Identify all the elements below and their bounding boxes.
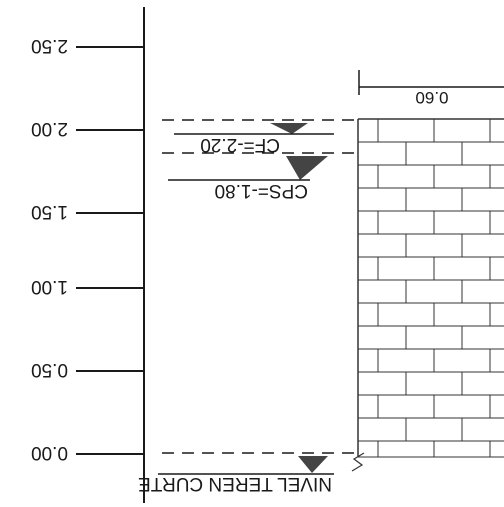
brick-wall [351,118,504,472]
scale-label-2: 1.00 [31,276,68,297]
nivel-teren-label: NIVEL TEREN CURTE [138,473,332,494]
marker-nivel-teren: NIVEL TEREN CURTE [138,456,334,494]
scale-label-3: 1.50 [31,201,68,222]
nivel-teren-triangle-icon [298,456,328,473]
wall-width-dimension: 0.60 [358,70,504,107]
cps-triangle-icon [286,156,328,180]
marker-cps: CPS=-1.80 [168,156,328,201]
level-lines [154,119,354,454]
cps-label: CPS=-1.80 [215,180,308,201]
wall-break-icon [351,452,365,472]
scale-label-1: 0.50 [31,359,68,380]
wall-width-label: 0.60 [415,88,448,107]
marker-cf: CF=-2.20 [174,123,334,155]
cf-triangle-icon [270,123,308,134]
scale-label-5: 2.50 [31,35,68,56]
scale-label-4: 2.00 [31,118,68,139]
scale-label-0: 0.00 [31,442,68,463]
cf-label: CF=-2.20 [200,134,280,155]
level-scale: 0.00 0.50 1.00 1.50 2.00 2.50 [31,7,145,503]
